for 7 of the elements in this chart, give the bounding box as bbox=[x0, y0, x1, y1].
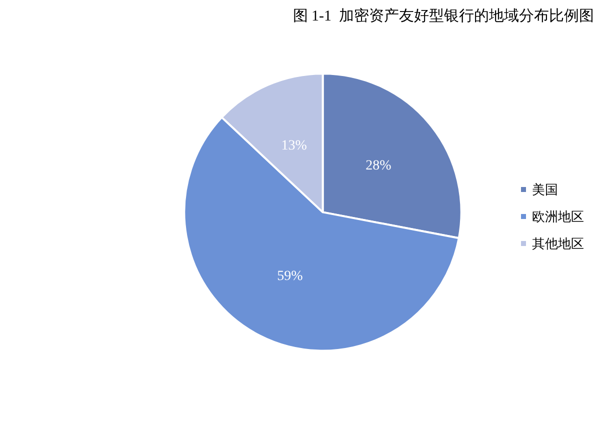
legend-label: 美国 bbox=[532, 182, 558, 197]
data-label: 59% bbox=[277, 269, 304, 284]
data-label: 13% bbox=[281, 138, 308, 154]
legend-label: 欧洲地区 bbox=[532, 209, 584, 224]
chart-title: 图 1-1 加密资产友好型银行的地域分布比例图 bbox=[292, 8, 594, 24]
data-label: 28% bbox=[366, 158, 392, 174]
legend-label: 其他地区 bbox=[532, 236, 584, 251]
